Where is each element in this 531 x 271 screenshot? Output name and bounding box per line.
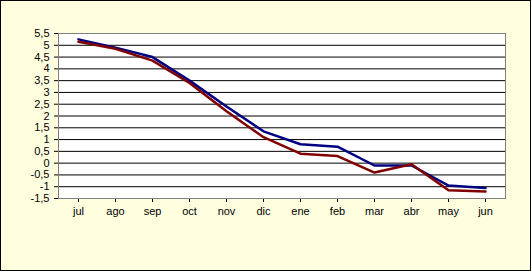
svg-text:2: 2 bbox=[43, 110, 49, 122]
svg-text:mar: mar bbox=[365, 205, 384, 217]
svg-text:5: 5 bbox=[43, 39, 49, 51]
svg-text:5,5: 5,5 bbox=[34, 27, 49, 39]
svg-text:0: 0 bbox=[43, 157, 49, 169]
svg-text:jul: jul bbox=[72, 205, 84, 217]
svg-text:1: 1 bbox=[43, 133, 49, 145]
svg-text:3: 3 bbox=[43, 86, 49, 98]
svg-text:3,5: 3,5 bbox=[34, 74, 49, 86]
svg-text:feb: feb bbox=[330, 205, 345, 217]
svg-text:oct: oct bbox=[182, 205, 197, 217]
svg-text:abr: abr bbox=[404, 205, 420, 217]
svg-text:dic: dic bbox=[256, 205, 271, 217]
svg-text:4: 4 bbox=[43, 62, 49, 74]
svg-text:-1,5: -1,5 bbox=[31, 192, 50, 204]
svg-text:sep: sep bbox=[144, 205, 162, 217]
svg-text:ago: ago bbox=[106, 205, 124, 217]
svg-text:may: may bbox=[438, 205, 459, 217]
svg-text:-1: -1 bbox=[40, 180, 50, 192]
svg-text:1,5: 1,5 bbox=[34, 121, 49, 133]
svg-text:4,5: 4,5 bbox=[34, 51, 49, 63]
svg-text:nov: nov bbox=[218, 205, 236, 217]
svg-text:-0,5: -0,5 bbox=[31, 168, 50, 180]
svg-text:2,5: 2,5 bbox=[34, 98, 49, 110]
svg-text:ene: ene bbox=[291, 205, 309, 217]
svg-text:0,5: 0,5 bbox=[34, 145, 49, 157]
svg-text:jun: jun bbox=[477, 205, 493, 217]
